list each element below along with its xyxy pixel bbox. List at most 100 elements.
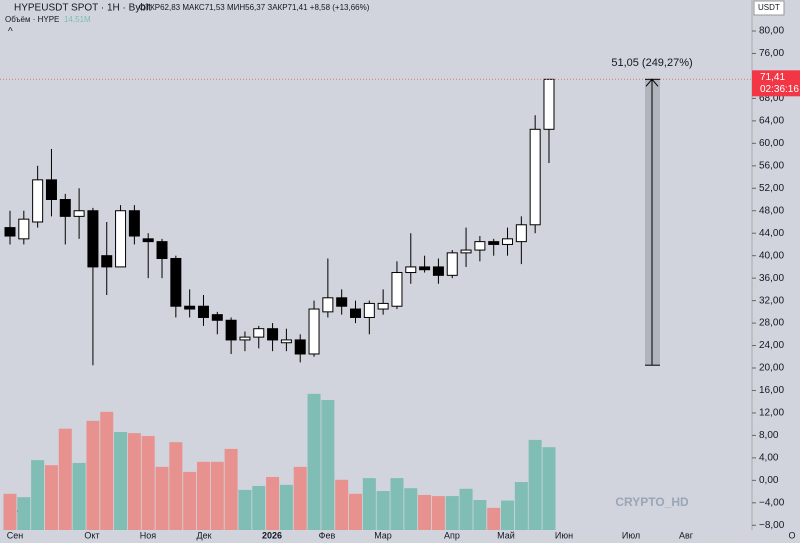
candle-body bbox=[294, 339, 306, 355]
y-tick-label: 12,00 bbox=[759, 408, 784, 419]
candle-body bbox=[432, 266, 444, 276]
candle-body bbox=[73, 210, 85, 217]
candle-body bbox=[32, 179, 44, 223]
volume-bar bbox=[58, 428, 72, 530]
volume-bar bbox=[100, 411, 114, 530]
volume-bar bbox=[404, 488, 418, 530]
candle-body bbox=[225, 319, 237, 341]
volume-bar bbox=[210, 461, 224, 530]
candle-body bbox=[446, 252, 458, 276]
ohlc: ОТКР62,83 МАКС71,53 МИН56,37 ЗАКР71,41 +… bbox=[139, 3, 370, 12]
y-tick-label: 40,00 bbox=[759, 250, 784, 261]
candle-body bbox=[488, 241, 500, 245]
volume-bar bbox=[349, 493, 362, 530]
y-tick-label: 16,00 bbox=[759, 385, 784, 396]
x-tick-label: Окт bbox=[84, 530, 99, 540]
x-tick-label: Ноя bbox=[140, 530, 157, 540]
volume-bar bbox=[445, 496, 459, 530]
volume-bar bbox=[390, 478, 404, 530]
y-tick-label: −4,00 bbox=[759, 497, 785, 508]
y-tick-label: 52,00 bbox=[759, 183, 784, 194]
candle-body bbox=[515, 224, 527, 243]
y-tick-label: 28,00 bbox=[759, 318, 784, 329]
candle-body bbox=[405, 266, 417, 274]
candle-body bbox=[101, 255, 113, 268]
volume-bar bbox=[31, 460, 45, 530]
candle-body bbox=[170, 257, 182, 307]
x-tick-label: Июн bbox=[555, 530, 573, 540]
collapse-icon[interactable]: ^ bbox=[8, 27, 13, 38]
candle-body bbox=[197, 305, 209, 318]
x-tick-label: Июл bbox=[622, 530, 640, 540]
title[interactable]: HYPEUSDT SPOT · 1H · Bybit bbox=[14, 3, 151, 14]
volume-bar bbox=[279, 484, 293, 530]
volume-bar bbox=[127, 433, 141, 530]
volume-bar bbox=[514, 482, 528, 530]
y-tick-label: 32,00 bbox=[759, 295, 784, 306]
y-tick-label: 8,00 bbox=[759, 430, 779, 441]
y-tick-label: −8,00 bbox=[759, 520, 785, 531]
candle-body bbox=[156, 241, 168, 259]
x-tick-label: 2026 bbox=[262, 530, 282, 540]
candle-body bbox=[336, 297, 348, 307]
volume-bar bbox=[169, 442, 183, 530]
x-tick-label: Сен bbox=[7, 530, 24, 540]
currency[interactable]: USDT bbox=[758, 3, 780, 12]
volume-bar bbox=[141, 435, 155, 530]
volume-bar bbox=[321, 400, 335, 530]
volume-bar bbox=[3, 493, 17, 530]
volume-bar bbox=[44, 465, 58, 530]
volume-bar bbox=[362, 478, 376, 530]
candle-body bbox=[502, 238, 514, 245]
candle-body bbox=[308, 308, 320, 355]
countdown: 02:36:16 bbox=[760, 84, 799, 95]
candle-body bbox=[18, 218, 30, 240]
currency-box[interactable] bbox=[753, 0, 785, 16]
candle-body bbox=[543, 78, 555, 130]
x-tick-label: Дек bbox=[196, 530, 211, 540]
volume-bar bbox=[418, 494, 432, 530]
y-tick-label: 0,00 bbox=[759, 475, 779, 486]
candle-body bbox=[87, 210, 99, 268]
y-tick-label: 68,00 bbox=[759, 93, 784, 104]
x-tick-label: Авг bbox=[679, 530, 694, 540]
volume-bar bbox=[335, 479, 349, 530]
volume-bar bbox=[72, 462, 86, 530]
volume-bar bbox=[376, 491, 390, 530]
candle-body bbox=[142, 238, 154, 243]
candle-body bbox=[363, 302, 375, 318]
y-tick-label: 20,00 bbox=[759, 363, 784, 374]
y-tick-label: 56,00 bbox=[759, 160, 784, 171]
y-tick-label: 44,00 bbox=[759, 228, 784, 239]
volume-label: Объём · HYPE bbox=[5, 15, 59, 24]
x-tick-label: Фев bbox=[319, 530, 336, 540]
candle-body bbox=[391, 272, 403, 307]
volume-bar bbox=[196, 461, 210, 530]
candle-body bbox=[253, 328, 265, 338]
measure-label: 51,05 (249,27%) bbox=[611, 57, 692, 69]
volume-bar bbox=[224, 448, 238, 530]
volume-bar bbox=[528, 439, 542, 530]
candle-body bbox=[377, 302, 389, 310]
volume-bar bbox=[459, 488, 473, 530]
y-tick-label: 48,00 bbox=[759, 205, 784, 216]
candle-body bbox=[45, 179, 57, 201]
volume-bar bbox=[473, 500, 487, 530]
candle-body bbox=[350, 308, 361, 318]
y-tick-label: 80,00 bbox=[759, 26, 784, 37]
y-tick-label: 64,00 bbox=[759, 116, 784, 127]
volume-bar bbox=[17, 497, 31, 530]
last-price: 71,41 bbox=[760, 72, 785, 83]
watermark: CRYPTO_HD bbox=[615, 495, 689, 509]
volume-bar bbox=[238, 489, 252, 530]
volume-bar bbox=[155, 466, 169, 530]
x-tick-label: Май bbox=[497, 530, 515, 540]
candle-body bbox=[184, 305, 196, 310]
candle-body bbox=[460, 249, 472, 254]
volume-bar bbox=[86, 420, 100, 530]
candle-body bbox=[322, 297, 334, 313]
volume-bar bbox=[307, 393, 321, 530]
candle-body bbox=[474, 241, 486, 251]
x-tick-label: Мар bbox=[374, 530, 392, 540]
